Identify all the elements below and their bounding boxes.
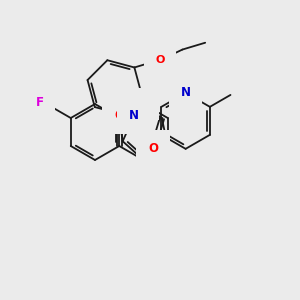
Text: F: F xyxy=(35,96,44,109)
Text: O: O xyxy=(155,55,165,65)
Text: O: O xyxy=(114,109,124,122)
Text: N: N xyxy=(129,109,139,122)
Text: O: O xyxy=(148,142,158,154)
Text: N: N xyxy=(181,86,190,99)
Text: O: O xyxy=(139,99,148,109)
